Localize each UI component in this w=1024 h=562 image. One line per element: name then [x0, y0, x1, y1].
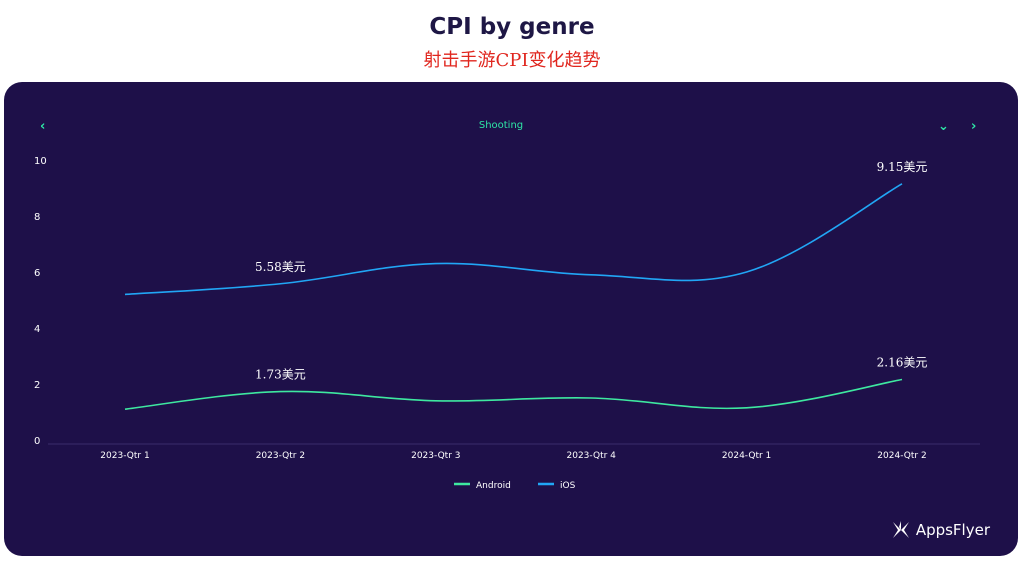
- chevron-right-icon[interactable]: ›: [971, 119, 977, 134]
- data-point-ios: [590, 274, 592, 276]
- y-tick-label: 6: [34, 268, 40, 279]
- appsflyer-logo: AppsFlyer: [890, 520, 990, 540]
- legend-label-ios: iOS: [560, 481, 576, 491]
- logo-text: AppsFlyer: [915, 521, 990, 539]
- legend-label-android: Android: [476, 481, 511, 491]
- y-tick-label: 4: [34, 324, 40, 335]
- data-point-android: [590, 397, 592, 399]
- data-label-android: 2.16美元: [877, 356, 928, 370]
- data-point-android: [280, 391, 282, 393]
- y-tick-label: 8: [34, 212, 40, 223]
- data-label-android: 1.73美元: [255, 368, 306, 382]
- chart-panel: [4, 82, 1018, 556]
- x-tick-label: 2023-Qtr 3: [411, 451, 460, 461]
- data-point-ios: [124, 294, 126, 296]
- data-point-android: [435, 400, 437, 402]
- chevron-left-icon[interactable]: ‹: [40, 119, 46, 134]
- appsflyer-logo-icon: [892, 521, 909, 538]
- page-subtitle: 射击手游CPI变化趋势: [423, 50, 601, 71]
- y-tick-label: 0: [34, 436, 40, 447]
- x-tick-label: 2023-Qtr 1: [100, 451, 149, 461]
- x-tick-label: 2024-Qtr 2: [877, 451, 926, 461]
- data-point-ios: [901, 183, 903, 185]
- data-point-android: [746, 407, 748, 409]
- page-title: CPI by genre: [429, 14, 595, 40]
- data-point-ios: [280, 283, 282, 285]
- data-point-android: [901, 379, 903, 381]
- data-label-ios: 5.58美元: [255, 260, 306, 274]
- data-point-android: [124, 408, 126, 410]
- x-tick-label: 2023-Qtr 4: [567, 451, 617, 461]
- x-tick-label: 2023-Qtr 2: [256, 451, 305, 461]
- chevron-down-icon[interactable]: ⌄: [938, 119, 949, 134]
- data-label-ios: 9.15美元: [877, 160, 928, 174]
- y-tick-label: 2: [34, 380, 40, 391]
- data-point-ios: [746, 271, 748, 273]
- data-point-ios: [435, 263, 437, 265]
- x-tick-label: 2024-Qtr 1: [722, 451, 771, 461]
- series-line-ios: [124, 183, 903, 296]
- series-line-android: [124, 378, 903, 410]
- genre-selector-label[interactable]: Shooting: [478, 120, 524, 131]
- y-tick-label: 10: [34, 156, 47, 167]
